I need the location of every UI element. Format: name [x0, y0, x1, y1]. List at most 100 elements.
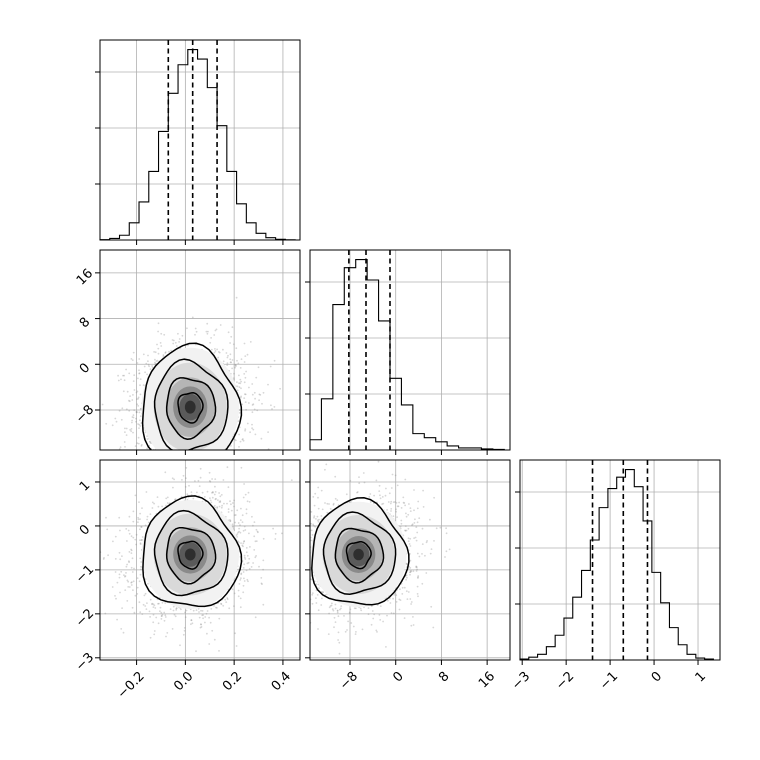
scatter-point	[139, 611, 142, 614]
scatter-point	[273, 359, 276, 362]
scatter-point	[198, 457, 200, 459]
scatter-point	[246, 500, 249, 503]
scatter-point	[230, 451, 232, 453]
scatter-point	[140, 499, 142, 501]
scatter-point	[159, 489, 161, 491]
scatter-point	[254, 556, 257, 559]
scatter-point	[267, 431, 269, 433]
scatter-point	[125, 368, 127, 371]
scatter-point	[145, 608, 148, 610]
scatter-point	[219, 455, 221, 457]
scatter-point	[243, 381, 246, 384]
scatter-point	[180, 465, 182, 467]
scatter-point	[137, 521, 139, 524]
scatter-point	[164, 352, 167, 354]
scatter-point	[151, 501, 154, 504]
scatter-point	[166, 483, 168, 485]
scatter-point	[271, 408, 273, 410]
scatter-point	[138, 501, 140, 503]
scatter-point	[163, 478, 165, 480]
scatter-point	[211, 491, 213, 494]
scatter-point	[222, 454, 224, 456]
scatter-point	[159, 477, 161, 479]
scatter-point	[199, 467, 202, 470]
scatter-point	[243, 563, 246, 566]
scatter-point	[305, 539, 307, 541]
scatter-point	[401, 586, 404, 589]
scatter-point	[191, 622, 194, 625]
scatter-point	[156, 343, 158, 346]
scatter-point	[140, 568, 142, 571]
scatter-point	[140, 443, 143, 446]
scatter-point	[199, 465, 201, 467]
scatter-point	[163, 611, 166, 614]
scatter-point	[214, 498, 217, 501]
scatter-point	[294, 594, 296, 596]
scatter-point	[111, 586, 114, 588]
scatter-point	[194, 454, 196, 456]
scatter-point	[252, 562, 255, 564]
scatter-point	[197, 607, 200, 610]
scatter-point	[313, 515, 316, 517]
scatter-point	[164, 614, 167, 617]
scatter-point	[222, 455, 224, 457]
scatter-point	[144, 371, 147, 374]
panel-body	[101, 296, 281, 504]
scatter-point	[180, 495, 183, 498]
scatter-point	[194, 480, 196, 482]
scatter-point	[240, 380, 243, 383]
scatter-point	[177, 332, 179, 335]
scatter-point	[161, 505, 164, 508]
scatter-point	[230, 482, 232, 484]
scatter-point	[147, 582, 149, 585]
scatter-point	[240, 542, 242, 544]
scatter-point	[125, 452, 127, 454]
scatter-point	[162, 455, 164, 457]
scatter-point	[220, 603, 223, 606]
scatter-point	[149, 616, 152, 618]
scatter-point	[144, 578, 147, 580]
scatter-point	[160, 615, 163, 617]
scatter-point	[138, 423, 141, 426]
scatter-point	[229, 452, 231, 454]
scatter-point	[179, 454, 181, 456]
scatter-point	[103, 557, 105, 559]
scatter-point	[200, 457, 202, 459]
scatter-point	[130, 552, 133, 554]
scatter-point	[171, 477, 174, 480]
scatter-point	[131, 571, 134, 573]
scatter-point	[231, 473, 233, 475]
scatter-point	[169, 451, 171, 453]
scatter-point	[188, 451, 190, 453]
scatter-point	[127, 399, 130, 402]
scatter-point	[194, 471, 196, 473]
density-fill	[184, 400, 196, 414]
scatter-point	[146, 447, 149, 450]
scatter-point	[153, 502, 156, 505]
scatter-point	[145, 502, 147, 504]
scatter-point	[140, 422, 143, 425]
scatter-point	[132, 351, 135, 354]
scatter-point	[198, 462, 200, 464]
scatter-point	[137, 377, 139, 380]
scatter-point	[169, 453, 171, 455]
scatter-point	[313, 504, 316, 507]
scatter-point	[133, 374, 136, 377]
scatter-point	[131, 359, 134, 361]
scatter-point	[132, 380, 135, 382]
scatter-point	[139, 543, 142, 545]
scatter-point	[239, 597, 242, 600]
scatter-point	[218, 492, 221, 494]
scatter-point	[404, 478, 407, 481]
scatter-point	[214, 350, 217, 352]
scatter-point	[214, 348, 216, 350]
scatter-point	[125, 528, 128, 530]
scatter-point	[164, 616, 167, 618]
scatter-point	[379, 497, 382, 500]
scatter-point	[141, 539, 143, 541]
scatter-point	[211, 471, 213, 473]
scatter-point	[147, 363, 150, 366]
scatter-point	[272, 560, 274, 562]
scatter-point	[248, 532, 250, 535]
scatter-point	[120, 418, 123, 421]
